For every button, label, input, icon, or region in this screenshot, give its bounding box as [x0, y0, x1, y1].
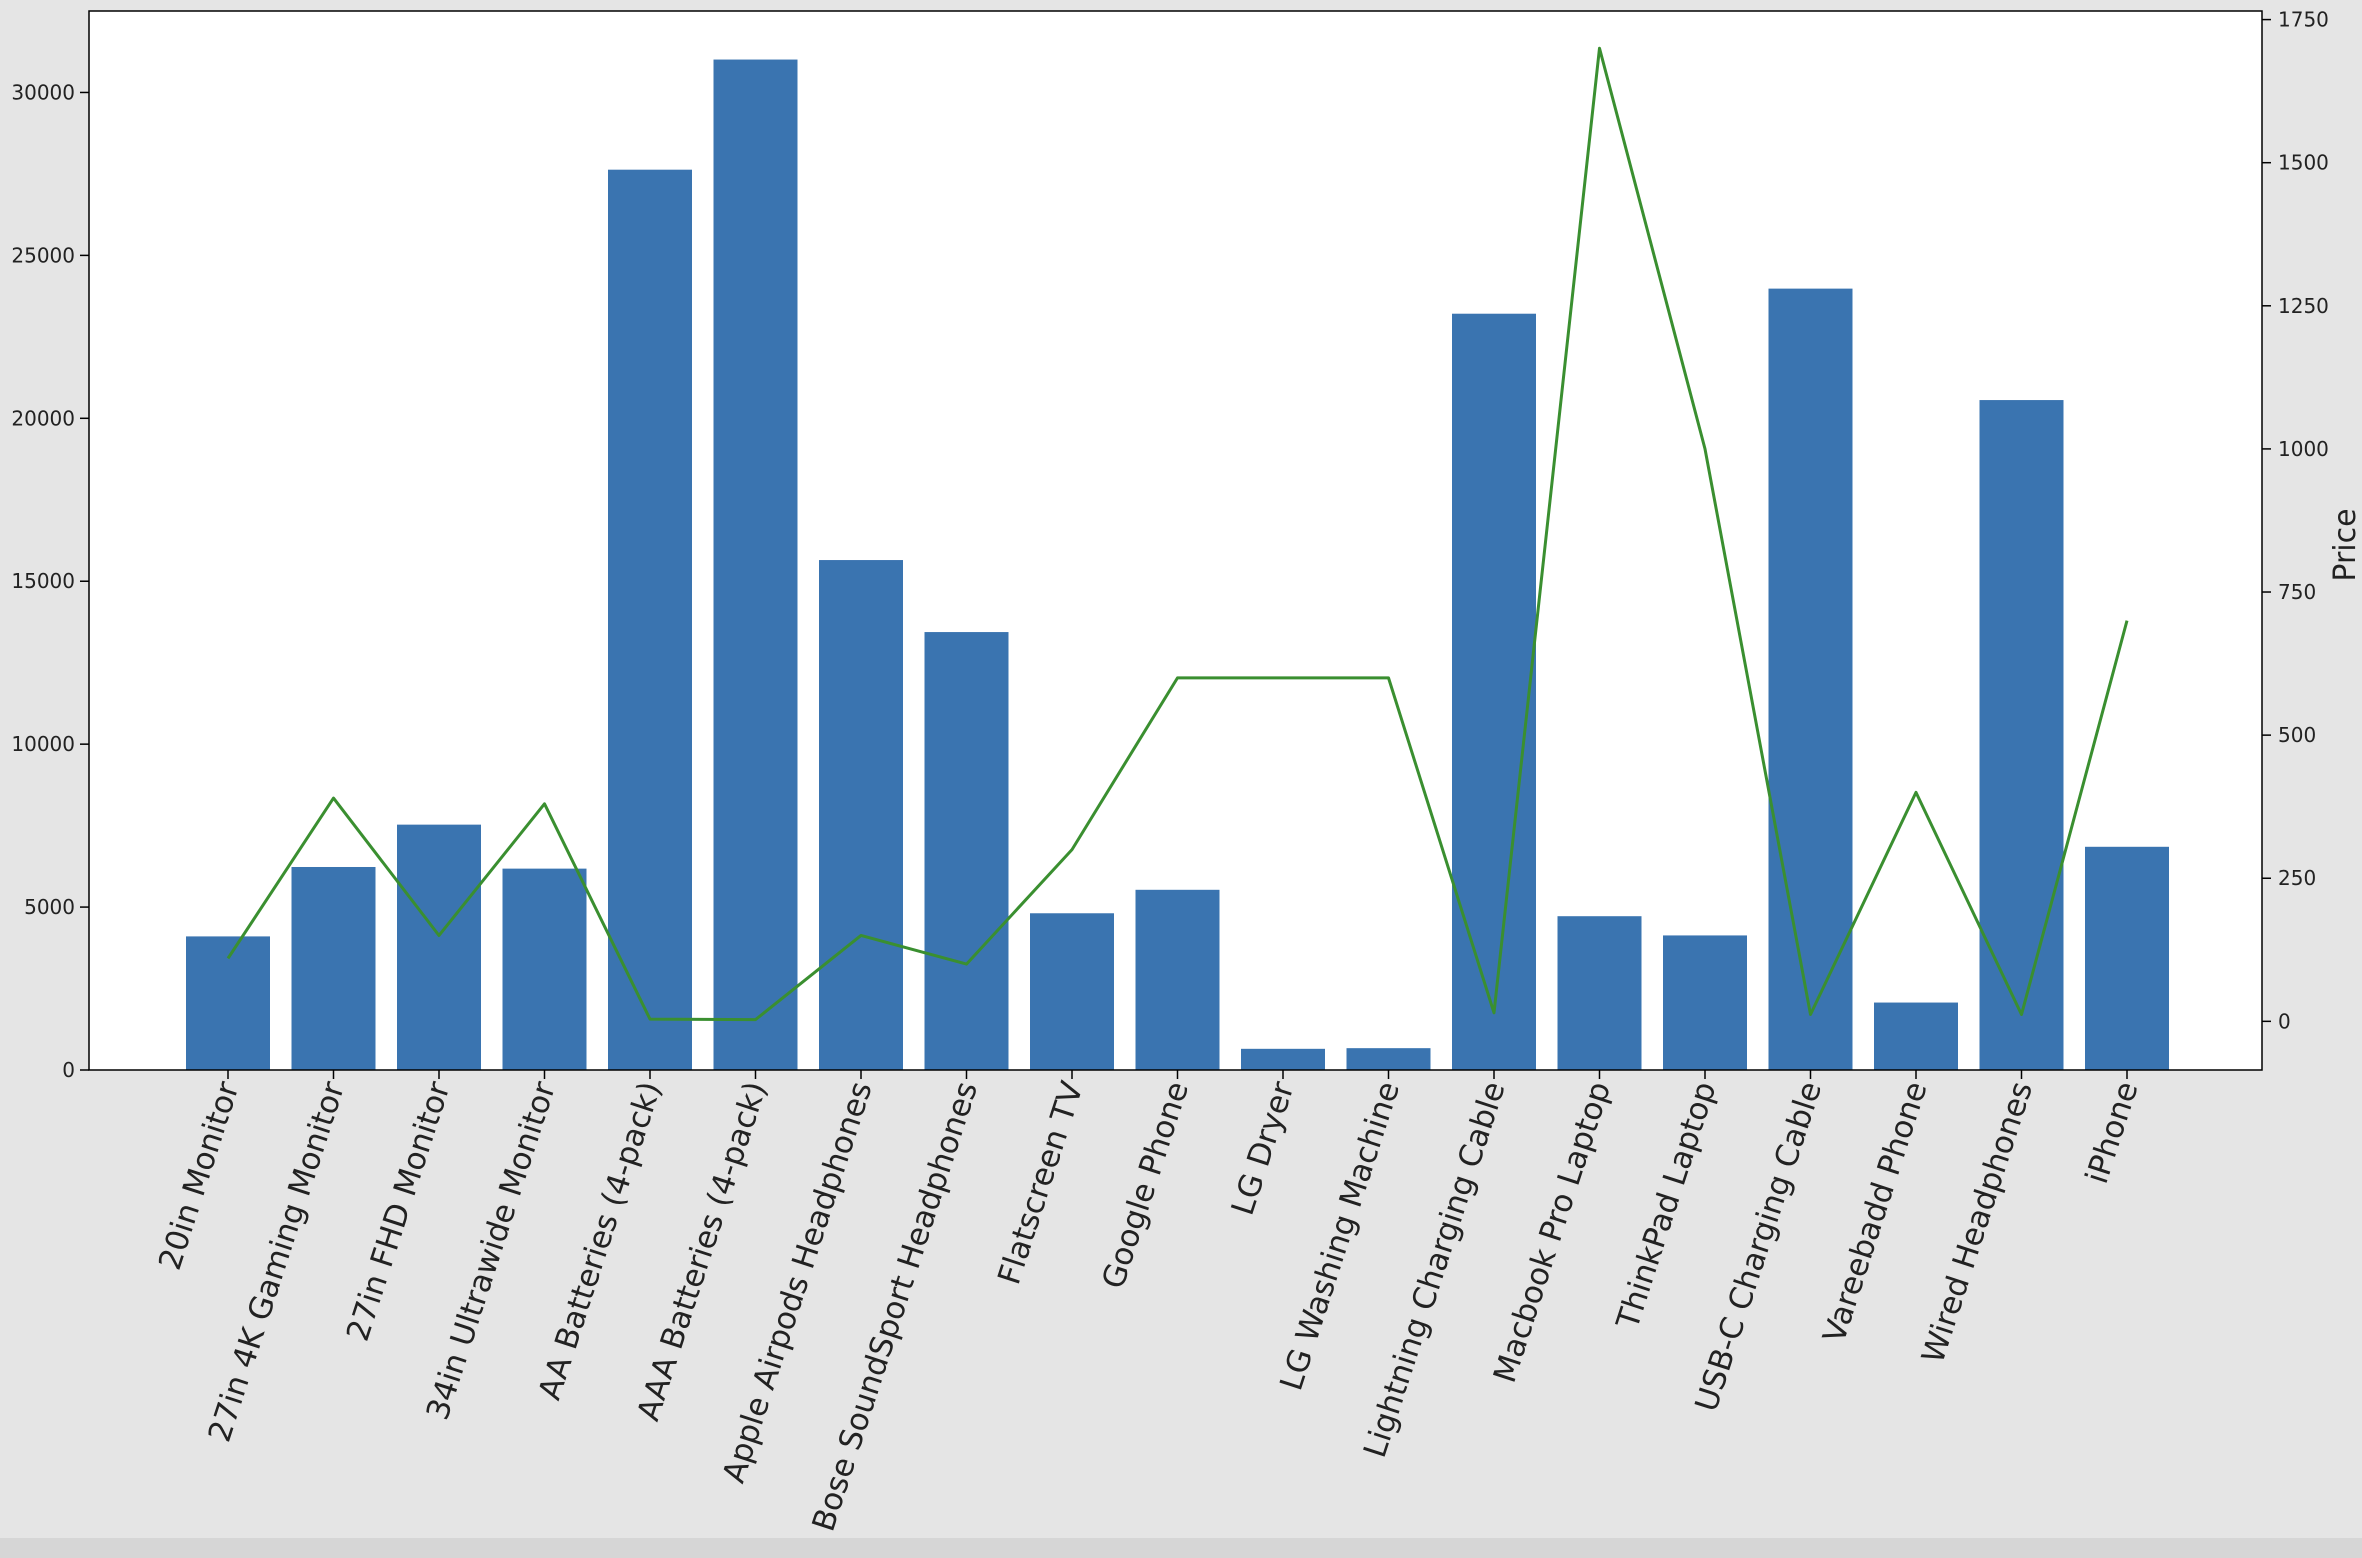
left-tick-label: 20000	[11, 406, 75, 430]
left-tick-label: 15000	[11, 569, 75, 593]
bar-14	[1663, 935, 1747, 1070]
bar-5	[713, 59, 798, 1070]
right-tick-label: 1500	[2278, 151, 2329, 175]
right-tick-label: 1750	[2278, 8, 2329, 32]
bar-13	[1557, 916, 1642, 1070]
right-tick-label: 1000	[2278, 437, 2329, 461]
bar-3	[502, 868, 587, 1070]
left-tick-label: 10000	[11, 732, 75, 756]
bar-1	[291, 866, 376, 1070]
bar-15	[1768, 288, 1853, 1070]
bar-8	[1030, 913, 1114, 1070]
bar-4	[608, 169, 692, 1070]
right-tick-label: 750	[2278, 580, 2316, 604]
bar-10	[1241, 1048, 1325, 1070]
right-tick-label: 250	[2278, 866, 2316, 890]
right-tick-label: 0	[2278, 1009, 2291, 1033]
bar-17	[1979, 400, 2064, 1070]
bar-2	[397, 824, 481, 1070]
left-tick-label: 5000	[24, 895, 75, 919]
bar-9	[1135, 889, 1220, 1070]
bar-12	[1452, 313, 1536, 1071]
bar-0	[186, 936, 270, 1070]
right-y-axis-label: Price	[2328, 508, 2362, 581]
left-tick-label: 30000	[11, 80, 75, 104]
bar-6	[819, 560, 903, 1070]
bar-7	[924, 632, 1009, 1070]
bar-series	[186, 59, 2169, 1071]
price-line-series	[226, 46, 2129, 1022]
right-y-axis: 0 250 500 750 1000 1250 1500 1750	[2262, 8, 2329, 1033]
plot-frame	[88, 10, 2263, 1071]
right-tick-label: 500	[2278, 723, 2316, 747]
bar-16	[1874, 1002, 1958, 1070]
bar-18	[2085, 846, 2169, 1070]
left-y-axis: 0 5000 10000 15000 20000 25000 30000	[11, 80, 89, 1082]
bottom-bar	[0, 1538, 2362, 1558]
right-tick-label: 1250	[2278, 294, 2329, 318]
left-tick-label: 25000	[11, 243, 75, 267]
bar-11	[1346, 1048, 1431, 1070]
left-tick-label: 0	[62, 1058, 75, 1082]
